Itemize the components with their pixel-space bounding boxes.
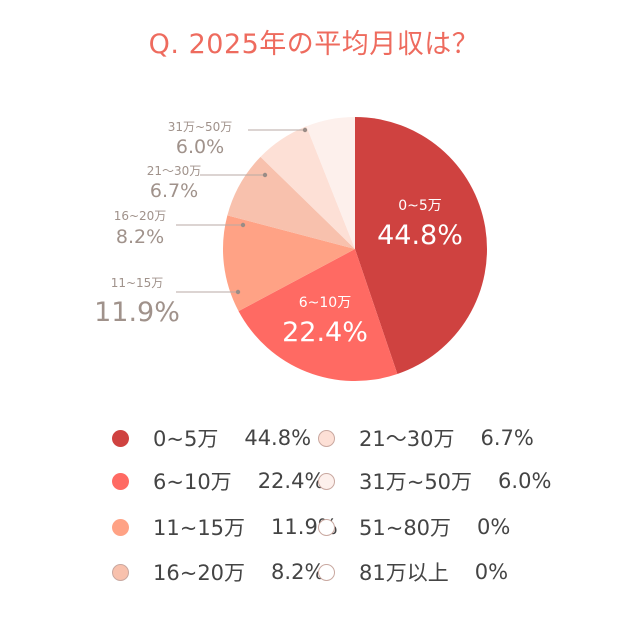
slice-label-6-10: 6~10万 (299, 295, 351, 311)
callout-value-16-20: 8.2% (116, 226, 164, 248)
callout-label-16-20: 16~20万 (114, 209, 167, 223)
callout-value-31-50: 6.0% (176, 136, 224, 158)
callout-dot-11-15 (235, 289, 241, 295)
pie-slice-0-5 (355, 117, 487, 375)
pie-slice-16-20 (227, 156, 355, 249)
callout-label-31-50: 31万~50万 (168, 120, 233, 134)
callout-dot-16-20 (240, 222, 246, 228)
slice-value-0-5: 44.8% (377, 220, 463, 251)
slice-value-6-10: 22.4% (282, 317, 368, 348)
pie-slice-11-15 (223, 215, 355, 312)
callout-value-11-15: 11.9% (94, 297, 180, 328)
callout-label-11-15: 11~15万 (111, 276, 164, 290)
callout-value-21-30: 6.7% (150, 180, 198, 202)
callout-dot-31-50 (302, 127, 308, 133)
pie-slice-21-30 (260, 126, 355, 249)
slice-label-0-5: 0~5万 (398, 198, 442, 214)
callout-label-21-30: 21〜30万 (147, 164, 202, 178)
pie-slice-31-50 (306, 117, 355, 249)
page-title: Q. 2025年の平均月収は？ (148, 29, 480, 60)
callout-dot-21-30 (262, 172, 268, 178)
pie-slice-6-10 (238, 249, 398, 382)
